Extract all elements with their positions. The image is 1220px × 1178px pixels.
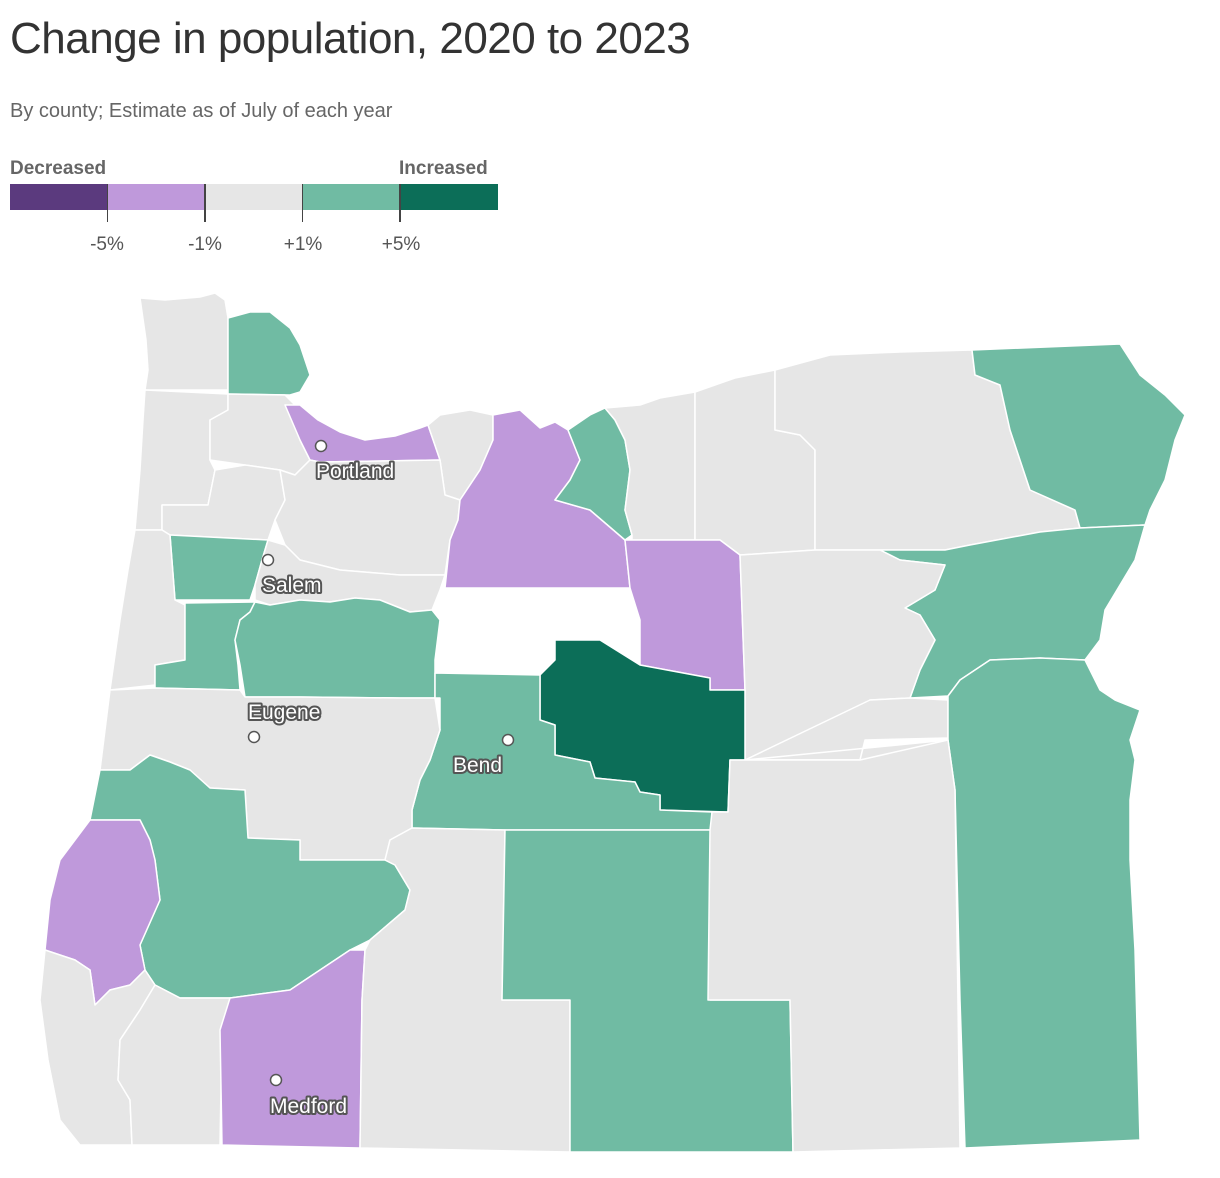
city-marker-medford xyxy=(269,1073,283,1087)
legend-swatch-small-decrease xyxy=(107,184,206,210)
county-gilliam xyxy=(604,391,696,541)
county-linn xyxy=(234,597,441,699)
city-marker-eugene xyxy=(247,730,261,744)
legend-decreased-label: Decreased xyxy=(10,158,107,179)
city-marker-portland xyxy=(314,439,328,453)
legend-tick xyxy=(301,184,304,222)
county-harney xyxy=(707,739,961,1153)
color-legend: Decreased Increased -5% -1% +1% +5% xyxy=(10,158,510,258)
county-josephine xyxy=(117,984,231,1146)
county-columbia xyxy=(227,311,311,396)
legend-tick xyxy=(399,184,401,222)
legend-tick-label: +5% xyxy=(381,234,421,255)
legend-swatch-small-increase xyxy=(302,184,401,210)
county-baker xyxy=(947,657,1141,1149)
city-marker-salem xyxy=(261,553,275,567)
legend-tick xyxy=(106,184,109,222)
city-label-medford: Medford xyxy=(270,1095,347,1118)
legend-tick xyxy=(204,184,206,222)
legend-tick-label: +1% xyxy=(283,234,323,255)
chart-title: Change in population, 2020 to 2023 xyxy=(10,14,691,63)
legend-color-bar xyxy=(10,184,498,210)
city-label-bend: Bend xyxy=(453,754,502,777)
legend-tick-label: -1% xyxy=(188,234,222,255)
legend-swatch-large-increase xyxy=(400,184,498,210)
county-klamath xyxy=(359,827,571,1153)
city-label-eugene: Eugene xyxy=(248,701,320,724)
city-label-portland: Portland xyxy=(316,460,394,483)
county-polk xyxy=(169,534,269,601)
legend-increased-label: Increased xyxy=(399,158,488,179)
legend-tick-label: -5% xyxy=(90,234,124,255)
county-multnomah xyxy=(284,404,441,463)
city-marker-bend xyxy=(501,733,515,747)
legend-swatch-large-decrease xyxy=(10,184,108,210)
chart-subtitle: By county; Estimate as of July of each y… xyxy=(10,100,393,122)
city-label-salem: Salem xyxy=(262,574,322,597)
county-clatsop xyxy=(139,292,229,391)
city-markers: Portland Salem Eugene Bend Medford xyxy=(246,439,515,1120)
legend-swatch-neutral xyxy=(205,184,303,210)
